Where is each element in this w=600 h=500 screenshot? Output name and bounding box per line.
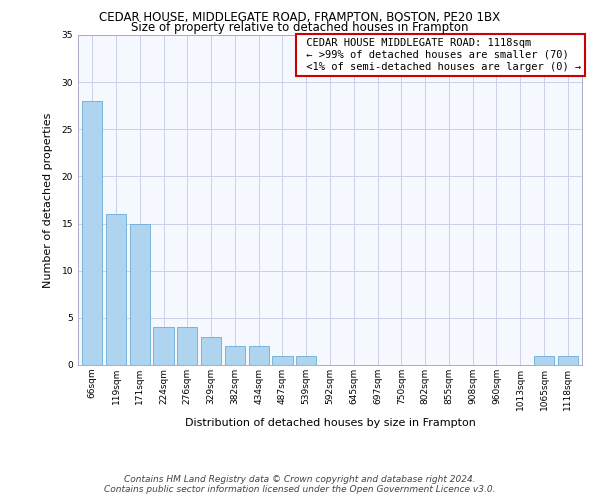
Bar xyxy=(272,356,293,365)
Text: CEDAR HOUSE MIDDLEGATE ROAD: 1118sqm
 ← >99% of detached houses are smaller (70): CEDAR HOUSE MIDDLEGATE ROAD: 1118sqm ← >… xyxy=(300,38,581,72)
Text: Contains HM Land Registry data © Crown copyright and database right 2024.
Contai: Contains HM Land Registry data © Crown c… xyxy=(104,474,496,494)
Bar xyxy=(225,346,245,365)
Bar xyxy=(296,356,316,365)
Bar xyxy=(248,346,269,365)
Text: Size of property relative to detached houses in Frampton: Size of property relative to detached ho… xyxy=(131,22,469,35)
Bar xyxy=(130,224,150,365)
Bar xyxy=(154,328,173,365)
Bar xyxy=(201,336,221,365)
Y-axis label: Number of detached properties: Number of detached properties xyxy=(43,112,53,288)
Bar xyxy=(82,101,103,365)
Bar xyxy=(534,356,554,365)
Bar xyxy=(177,328,197,365)
Bar xyxy=(557,356,578,365)
Text: CEDAR HOUSE, MIDDLEGATE ROAD, FRAMPTON, BOSTON, PE20 1BX: CEDAR HOUSE, MIDDLEGATE ROAD, FRAMPTON, … xyxy=(100,12,500,24)
Bar xyxy=(106,214,126,365)
X-axis label: Distribution of detached houses by size in Frampton: Distribution of detached houses by size … xyxy=(185,418,475,428)
